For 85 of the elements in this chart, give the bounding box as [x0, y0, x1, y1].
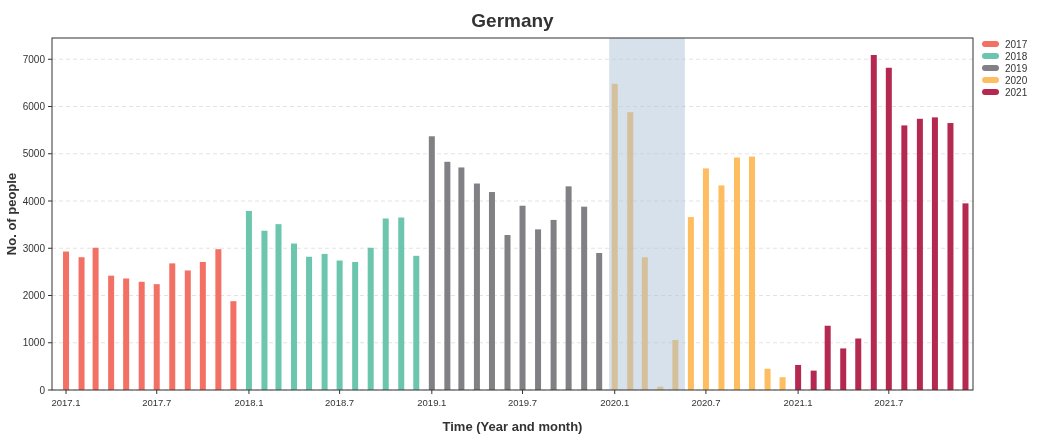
bar	[535, 229, 542, 390]
bar	[611, 83, 618, 390]
bar	[627, 112, 634, 390]
bar	[428, 136, 435, 390]
y-tick-label: 7000	[22, 53, 46, 65]
bar	[138, 281, 145, 390]
bar	[199, 261, 206, 390]
legend-label: 2020	[1005, 74, 1028, 86]
bar	[261, 230, 268, 390]
bar	[245, 210, 252, 390]
bar	[810, 370, 817, 390]
bar	[169, 263, 176, 390]
y-tick-label: 6000	[22, 101, 46, 113]
bar	[672, 339, 679, 390]
x-tick-label: 2021.7	[874, 397, 904, 408]
bar	[488, 192, 495, 390]
bar	[123, 278, 130, 390]
bar	[733, 157, 740, 390]
bar	[519, 205, 526, 390]
bar	[916, 118, 923, 390]
bar	[215, 249, 222, 390]
bar	[962, 203, 969, 390]
bar	[306, 256, 313, 390]
bar	[550, 219, 557, 390]
bar	[702, 168, 709, 390]
bar	[870, 55, 877, 390]
bar	[230, 301, 237, 390]
bar	[473, 183, 480, 390]
x-tick-label: 2019.7	[507, 397, 538, 408]
bar	[92, 247, 99, 390]
bar	[947, 123, 954, 390]
y-tick-label: 3000	[22, 242, 46, 254]
legend-label: 2017	[1005, 38, 1028, 50]
bar	[795, 364, 802, 390]
bar	[855, 338, 862, 390]
bar	[581, 206, 588, 390]
bar	[596, 252, 603, 390]
bar	[321, 253, 328, 390]
x-tick-label: 2021.1	[783, 397, 813, 408]
bar	[931, 117, 938, 390]
bar	[291, 243, 298, 390]
x-axis-title: Time (Year and month)	[442, 419, 583, 434]
x-tick-label: 2020.1	[600, 397, 630, 408]
bar	[565, 186, 572, 390]
x-tick-label: 2017.1	[51, 397, 81, 408]
chart-title: Germany	[471, 10, 555, 31]
bar	[108, 275, 115, 390]
x-tick-label: 2019.1	[417, 397, 447, 408]
bar	[78, 257, 85, 390]
bar	[275, 224, 282, 390]
bar	[398, 217, 405, 390]
bar	[352, 261, 359, 390]
y-tick-label: 1000	[22, 337, 46, 349]
bar	[764, 368, 771, 390]
bar	[444, 161, 451, 390]
y-tick-label: 0	[39, 384, 46, 396]
y-tick-label: 5000	[22, 148, 46, 160]
y-axis-title: No. of people	[4, 172, 19, 256]
bar	[413, 255, 420, 390]
bar	[641, 257, 648, 390]
legend-label: 2021	[1005, 86, 1028, 98]
bar	[504, 235, 511, 390]
bar	[779, 377, 786, 390]
x-tick-label: 2018.1	[234, 397, 264, 408]
bar	[367, 247, 374, 390]
bar	[901, 125, 908, 390]
bar	[824, 325, 831, 390]
bar	[718, 185, 725, 390]
bar	[687, 217, 694, 390]
bar	[63, 251, 70, 390]
bar	[382, 218, 389, 390]
x-tick-label: 2018.7	[325, 397, 355, 408]
y-tick-label: 2000	[22, 290, 46, 301]
x-tick-label: 2017.7	[142, 397, 172, 408]
legend-label: 2019	[1005, 62, 1028, 74]
bar	[336, 260, 343, 390]
bar	[153, 284, 160, 390]
bar	[749, 156, 756, 390]
bar	[840, 348, 847, 390]
x-tick-label: 2020.7	[691, 397, 721, 408]
legend-label: 2018	[1005, 50, 1028, 62]
bar	[885, 67, 892, 390]
y-tick-label: 4000	[22, 195, 46, 207]
bar	[458, 167, 465, 390]
bar	[184, 270, 191, 390]
